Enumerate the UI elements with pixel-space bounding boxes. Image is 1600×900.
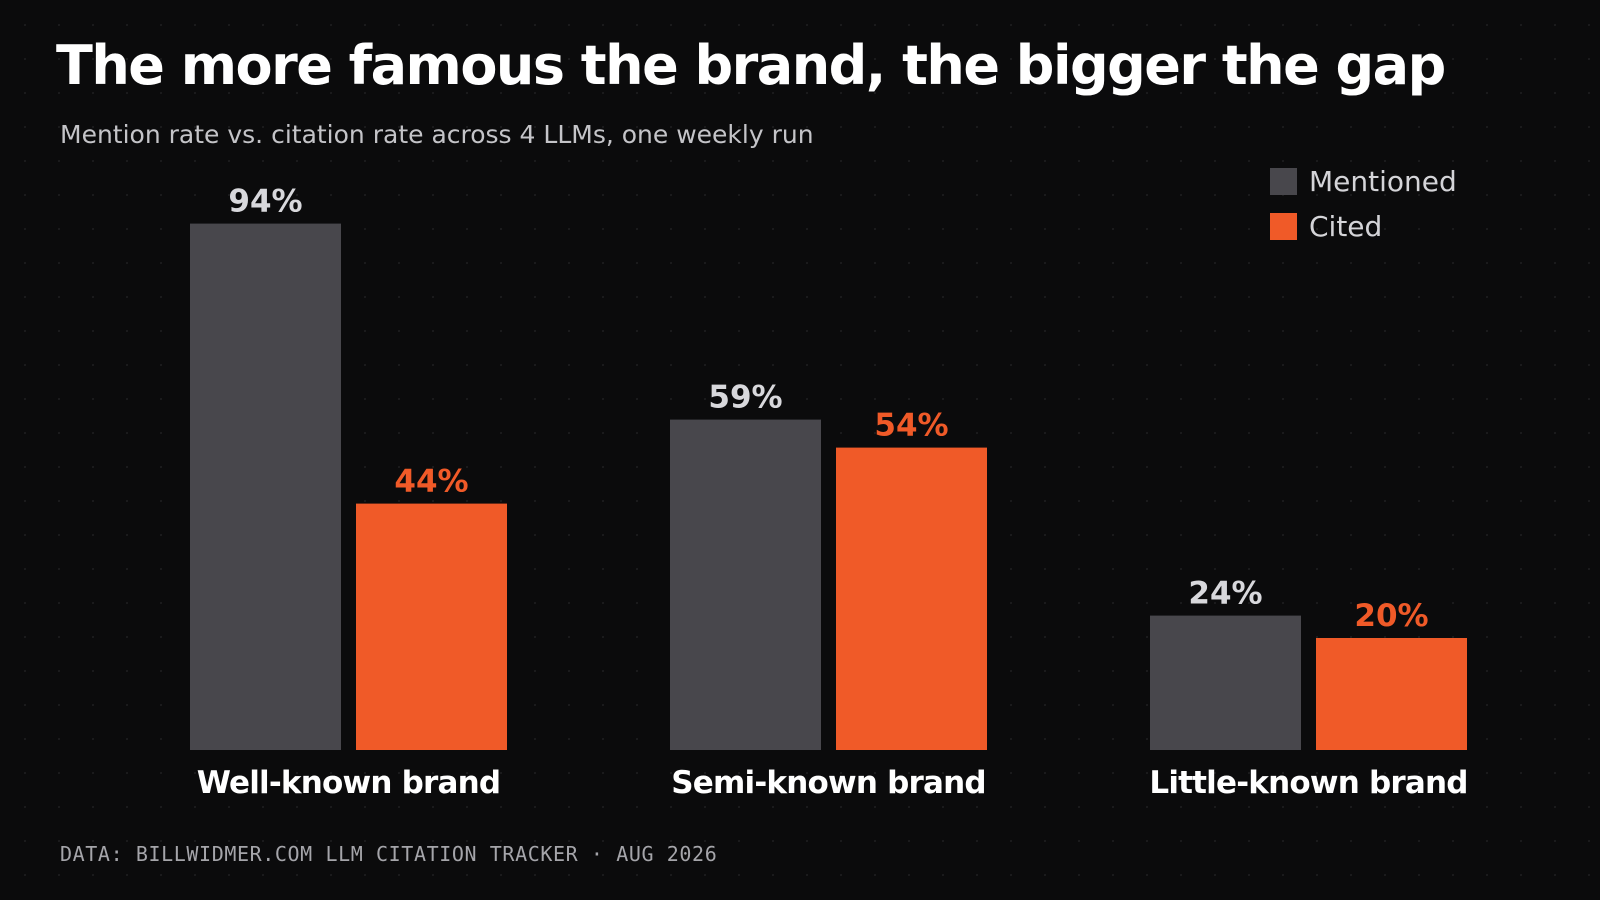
- legend: Mentioned Cited: [1270, 164, 1457, 256]
- category-labels: Well-known brand Semi-known brand Little-k…: [197, 765, 1469, 801]
- value-label-cited-semi-known: 54%: [874, 408, 948, 444]
- category-label-little-known: Little-known brand: [1149, 765, 1467, 801]
- category-label-well-known: Well-known brand: [197, 765, 501, 801]
- bar-mentioned-little-known: [1150, 615, 1301, 750]
- chart-subtitle: Mention rate vs. citation rate across 4 …: [60, 120, 814, 149]
- legend-item-mentioned: Mentioned: [1270, 164, 1457, 198]
- legend-swatch-mentioned: [1270, 167, 1297, 195]
- bars: [190, 223, 1467, 751]
- bar-cited-semi-known: [836, 447, 987, 750]
- value-label-cited-little-known: 20%: [1354, 598, 1428, 634]
- bar-mentioned-well-known: [190, 223, 341, 751]
- value-label-mentioned-well-known: 94%: [228, 184, 302, 220]
- value-labels: 94% 44% 59% 54% 24% 20%: [228, 184, 1428, 634]
- legend-label-cited: Cited: [1309, 209, 1383, 243]
- value-label-mentioned-little-known: 24%: [1188, 576, 1262, 612]
- legend-item-cited: Cited: [1270, 209, 1457, 243]
- bar-cited-well-known: [356, 503, 507, 750]
- legend-swatch-cited: [1270, 212, 1297, 240]
- value-label-mentioned-semi-known: 59%: [708, 380, 782, 416]
- legend-label-mentioned: Mentioned: [1309, 164, 1457, 198]
- value-label-cited-well-known: 44%: [394, 464, 468, 500]
- category-label-semi-known: Semi-known brand: [671, 765, 986, 801]
- chart-title: The more famous the brand, the bigger th…: [56, 34, 1446, 97]
- bar-cited-little-known: [1316, 638, 1467, 750]
- bar-mentioned-semi-known: [670, 419, 821, 750]
- source-note: DATA: BILLWIDMER.COM LLM CITATION TRACKE…: [60, 842, 718, 866]
